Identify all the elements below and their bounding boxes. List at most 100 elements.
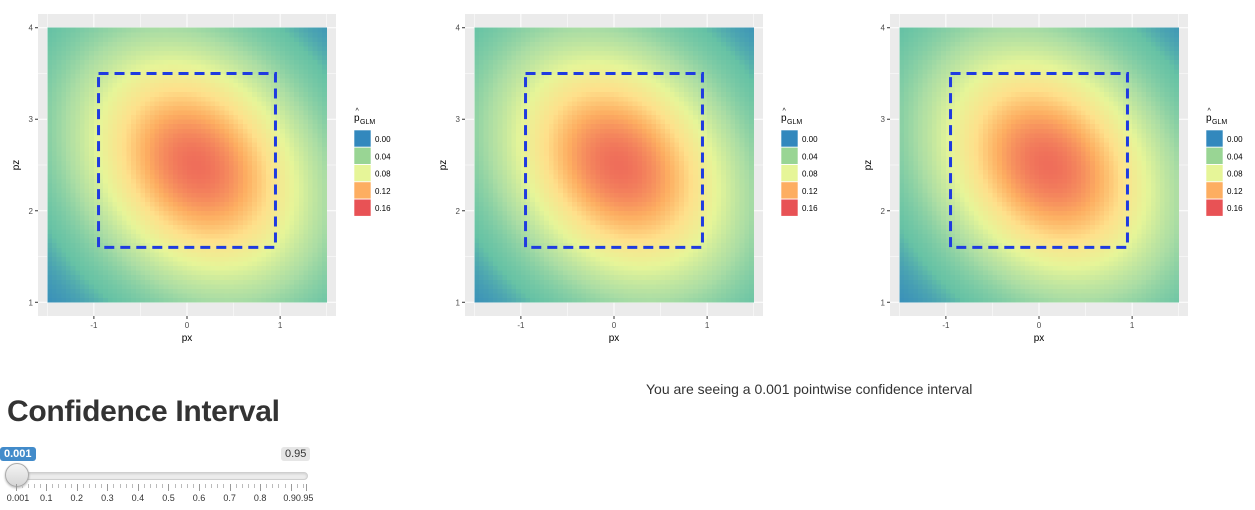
heatmap-tile [107,82,113,88]
heatmap-tile [280,100,286,106]
heatmap-tile [219,224,225,230]
heatmap-tile [219,283,225,289]
heatmap-tile [93,151,99,157]
heatmap-tile [294,119,300,125]
heatmap-tile [75,160,81,166]
heatmap-tile [145,283,151,289]
heatmap-tile [89,270,95,276]
heatmap-tile [214,288,220,294]
heatmap-tile [159,293,165,299]
heatmap-tile [576,283,582,289]
heatmap-tile [525,50,531,56]
heatmap-tile [270,96,276,102]
heatmap-tile [256,224,262,230]
heatmap-tile [238,187,244,193]
heatmap-tile [89,119,95,125]
heatmap-tile [233,215,239,221]
heatmap-tile [126,288,132,294]
heatmap-tile [224,270,230,276]
heatmap-tile [294,192,300,198]
heatmap-tile [247,187,253,193]
heatmap-tile [187,279,193,285]
heatmap-tile [135,210,141,216]
heatmap-tile [256,247,262,253]
heatmap-tile [544,128,550,134]
heatmap-tile [289,78,295,84]
heatmap-tile [187,155,193,161]
heatmap-tile [312,132,318,138]
heatmap-tile [238,288,244,294]
heatmap-tile [548,169,554,175]
heatmap-tile [219,119,225,125]
heatmap-tile [93,178,99,184]
heatmap-tile [84,251,90,257]
heatmap-tile [93,73,99,79]
heatmap-tile [539,251,545,257]
heatmap-tile [474,224,480,230]
heatmap-tile [294,297,300,303]
heatmap-tile [98,32,104,38]
heatmap-tile [228,64,234,70]
heatmap-tile [266,169,272,175]
heatmap-tile [506,256,512,262]
heatmap-tile [75,215,81,221]
heatmap-tile [84,50,90,56]
heatmap-tile [47,169,53,175]
heatmap-tile [322,251,328,257]
heatmap-tile [242,261,248,267]
heatmap-tile [530,229,536,235]
heatmap-tile [238,155,244,161]
heatmap-tile [511,123,517,129]
heatmap-tile [303,261,309,267]
heatmap-tile [131,251,137,257]
heatmap-tile [534,242,540,248]
heatmap-tile [177,59,183,65]
heatmap-tile [312,68,318,74]
heatmap-tile [145,87,151,93]
heatmap-tile [84,233,90,239]
heatmap-tile [145,96,151,102]
heatmap-tile [284,32,290,38]
heatmap-tile [154,165,160,170]
heatmap-tile [516,224,522,230]
heatmap-tile [117,160,123,166]
heatmap-tile [548,165,554,170]
heatmap-tile [256,82,262,88]
heatmap-tile [530,105,536,111]
heatmap-tile [70,87,76,93]
heatmap-tile [562,256,568,262]
heatmap-tile [497,265,503,271]
heatmap-tile [187,96,193,102]
heatmap-tile [154,41,160,47]
heatmap-tile [252,165,258,170]
heatmap-tile [511,96,517,102]
heatmap-tile [61,183,67,189]
heatmap-tile [56,50,62,56]
heatmap-tile [238,210,244,216]
heatmap-tile [294,82,300,88]
heatmap-tile [548,210,554,216]
heatmap-tile [284,169,290,175]
heatmap-tile [112,206,118,212]
heatmap-tile [294,59,300,65]
heatmap-tile [247,27,253,33]
heatmap-tile [275,288,281,294]
heatmap-tile [149,151,155,157]
heatmap-tile [303,105,309,111]
heatmap-tile [51,137,58,143]
heatmap-tile [247,137,253,143]
heatmap-tile [103,132,109,138]
heatmap-tile [492,197,498,203]
heatmap-tile [159,151,165,157]
heatmap-tile [112,283,118,289]
heatmap-tile [103,233,109,239]
heatmap-tile [61,219,67,225]
heatmap-tile [534,215,540,221]
heatmap-tile [483,265,489,271]
heatmap-tile [488,96,494,102]
heatmap-tile [112,297,118,303]
heatmap-tile [107,119,113,125]
heatmap-tile [224,27,230,33]
heatmap-tile [247,183,253,189]
heatmap-tile [205,256,211,262]
